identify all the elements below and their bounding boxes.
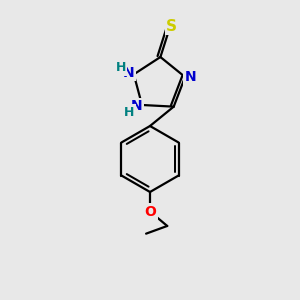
- Text: N: N: [131, 100, 142, 113]
- Text: S: S: [166, 19, 177, 34]
- Text: H: H: [116, 61, 126, 74]
- Text: H: H: [124, 106, 134, 119]
- Text: N: N: [185, 70, 196, 84]
- Text: O: O: [144, 205, 156, 218]
- Text: N: N: [123, 66, 134, 80]
